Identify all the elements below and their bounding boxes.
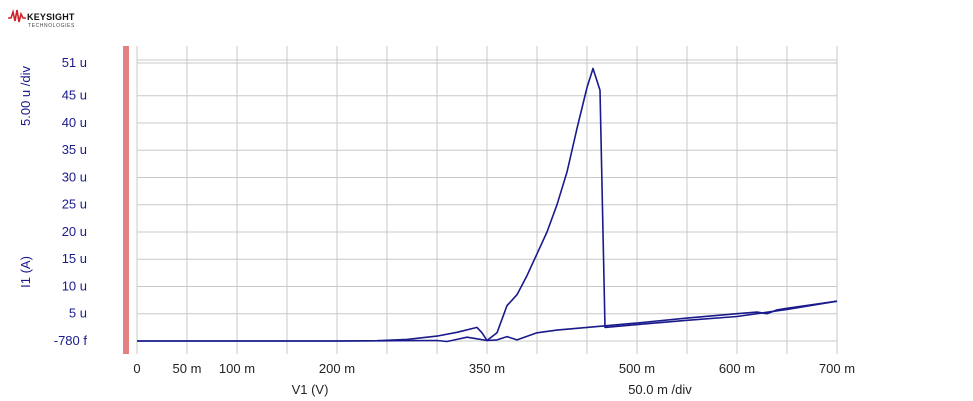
y-tick-label: 5 u (69, 306, 87, 321)
y-scale-label: 5.00 u /div (18, 66, 33, 126)
grid (136, 46, 838, 354)
y-tick-label: -780 f (54, 333, 88, 348)
x-tick-label: 350 m (469, 361, 505, 376)
x-tick-label: 700 m (819, 361, 855, 376)
tick-labels: 51 u 45 u 40 u 35 u 30 u 25 u 20 u 15 u 10 u 5 u -… (54, 55, 855, 376)
x-tick-label: 100 m (219, 361, 255, 376)
x-tick-label: 600 m (719, 361, 755, 376)
series-line-2 (137, 300, 838, 343)
y-tick-label: 25 u (62, 197, 87, 212)
brand-name: KEYSIGHT (27, 12, 75, 22)
x-tick-label: 50 m (173, 361, 202, 376)
brand-sub: TECHNOLOGIES (28, 23, 75, 29)
y-tick-label: 35 u (62, 142, 87, 157)
traces (137, 67, 838, 343)
x-tick-label: 500 m (619, 361, 655, 376)
y-tick-label: 51 u (62, 55, 87, 70)
y-tick-label: 45 u (62, 88, 87, 103)
keysight-logo: KEYSIGHT TECHNOLOGIES (8, 6, 98, 29)
y-tick-label: 20 u (62, 224, 87, 239)
y-axis-bar (123, 46, 129, 354)
x-tick-label: 200 m (319, 361, 355, 376)
keysight-wave-icon (8, 9, 26, 23)
y-tick-label: 15 u (62, 251, 87, 266)
x-scale-label: 50.0 m /div (628, 382, 692, 397)
x-tick-label: 0 (133, 361, 140, 376)
y-tick-label: 10 u (62, 278, 87, 293)
x-axis-label: V1 (V) (292, 382, 329, 397)
y-axis-label: I1 (A) (18, 256, 33, 288)
y-tick-label: 40 u (62, 115, 87, 130)
y-tick-label: 30 u (62, 169, 87, 184)
